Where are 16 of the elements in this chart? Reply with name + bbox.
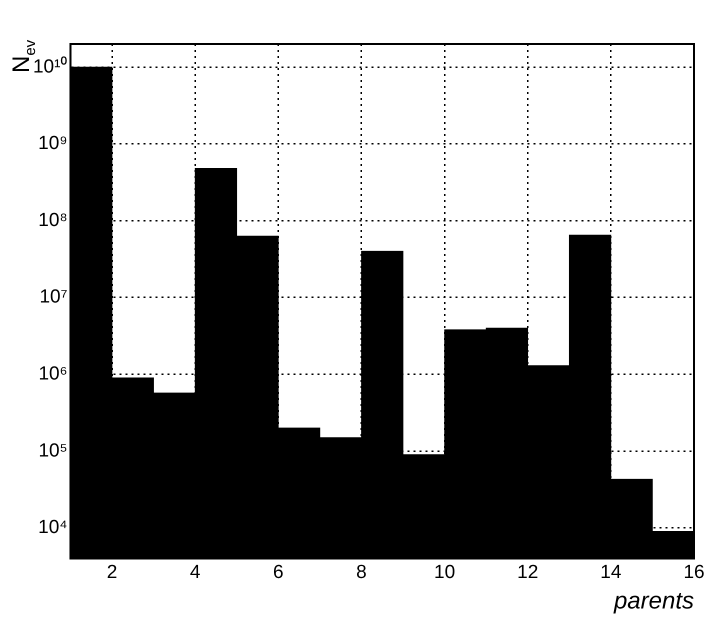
x-tick-label: 6 xyxy=(273,562,284,584)
x-tick-label: 12 xyxy=(517,562,538,584)
y-tick-label: 10⁹ xyxy=(38,133,68,154)
y-tick-label: 10⁸ xyxy=(38,210,68,231)
y-tick-label: 10¹⁰ xyxy=(32,55,68,78)
x-tick-label: 8 xyxy=(356,562,367,584)
y-tick-label: 10⁴ xyxy=(38,517,68,538)
y-tick-label: 10⁵ xyxy=(38,440,68,462)
y-tick-label: 10⁶ xyxy=(38,364,68,384)
y-tick-label: 10⁷ xyxy=(39,286,68,308)
x-tick-label: 4 xyxy=(190,562,201,584)
x-tick-label: 14 xyxy=(600,562,622,584)
x-tick-label: 10 xyxy=(434,562,456,584)
x-tick-label: 16 xyxy=(683,562,705,584)
x-axis-title: parents xyxy=(612,587,694,614)
x-tick-label: 2 xyxy=(106,562,118,584)
